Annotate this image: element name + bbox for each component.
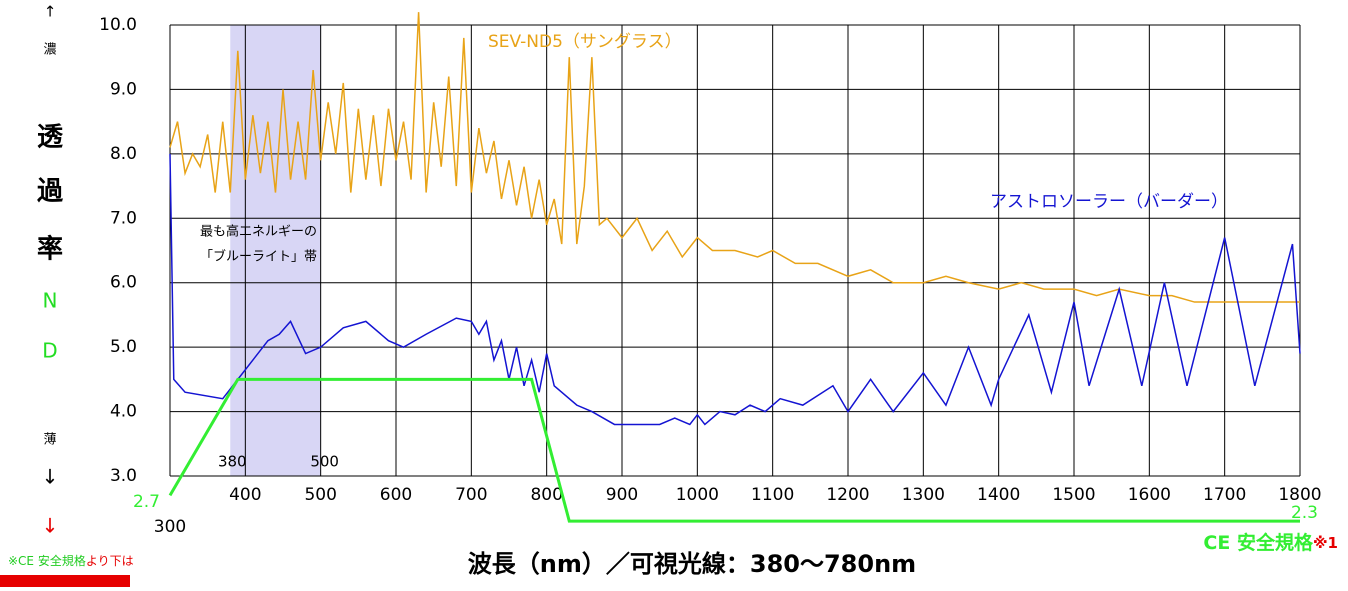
x-axis-title: 波長（nm）／可視光線：380〜780nm	[468, 550, 916, 578]
x-tick-label: 1600	[1128, 485, 1171, 505]
series-line	[168, 377, 1300, 523]
x-tick-label: 1700	[1203, 485, 1246, 505]
bottom-note-b: より下は	[86, 554, 134, 568]
x-tick-label: 300	[154, 517, 186, 537]
x-tick-label: 900	[606, 485, 638, 505]
series-line	[169, 153, 1301, 426]
band-note: 「ブルーライト」帯	[200, 249, 317, 265]
y-tick-label: 10.0	[99, 15, 137, 35]
x-tick-label: 1200	[826, 485, 869, 505]
x-tick-label: 1500	[1052, 485, 1095, 505]
bottom-note: ※CE 安全規格より下は	[8, 553, 134, 568]
y-tick-label: 5.0	[110, 337, 137, 357]
x-tick-label: 1300	[902, 485, 945, 505]
y-side-label: 濃	[43, 43, 56, 58]
value-label: 2.3	[1291, 503, 1318, 523]
bottom-note-a: ※CE 安全規格	[8, 553, 86, 568]
x-tick-label: 400	[229, 485, 261, 505]
series-line	[169, 12, 1300, 303]
value-label: 2.7	[133, 492, 160, 512]
y-tick-label: 4.0	[110, 402, 137, 422]
x-tick-label: 500	[304, 485, 336, 505]
x-tick-label: 800	[530, 485, 562, 505]
bottom-arrow: ↓	[42, 514, 59, 538]
x-tick-label: 1100	[751, 485, 794, 505]
y-tick-label: 3.0	[110, 466, 137, 486]
y-tick-label: 9.0	[110, 79, 137, 99]
band-label: 500	[310, 453, 339, 471]
y-side-label: 過	[37, 177, 64, 207]
x-tick-label: 600	[380, 485, 412, 505]
red-box	[0, 575, 130, 587]
ce-name: CE 安全規格	[1203, 531, 1314, 554]
x-tick-label: 1000	[676, 485, 719, 505]
x-tick-label: 1400	[977, 485, 1020, 505]
band-label: 380	[218, 453, 247, 471]
band-note: 最も高エネルギーの	[200, 224, 317, 240]
x-tick-label: 1800	[1278, 485, 1321, 505]
y-tick-label: 8.0	[110, 144, 137, 164]
y-side-label: N	[43, 289, 58, 313]
series-label: アストロソーラー（バーダー）	[990, 192, 1228, 212]
y-tick-label: 6.0	[110, 273, 137, 293]
y-side-label: 透	[37, 123, 64, 153]
x-tick-label: 700	[455, 485, 487, 505]
y-side-label: ↑	[44, 3, 57, 21]
ce-label: CE 安全規格※1	[1203, 531, 1338, 554]
series-label: SEV-ND5（サングラス）	[488, 32, 682, 52]
y-tick-label: 7.0	[110, 208, 137, 228]
ce-note: ※1	[1313, 534, 1338, 552]
y-side-label: 薄	[43, 433, 56, 448]
y-side-label: ↓	[42, 465, 59, 489]
y-side-label: D	[42, 339, 57, 363]
y-side-label: 率	[37, 234, 63, 265]
